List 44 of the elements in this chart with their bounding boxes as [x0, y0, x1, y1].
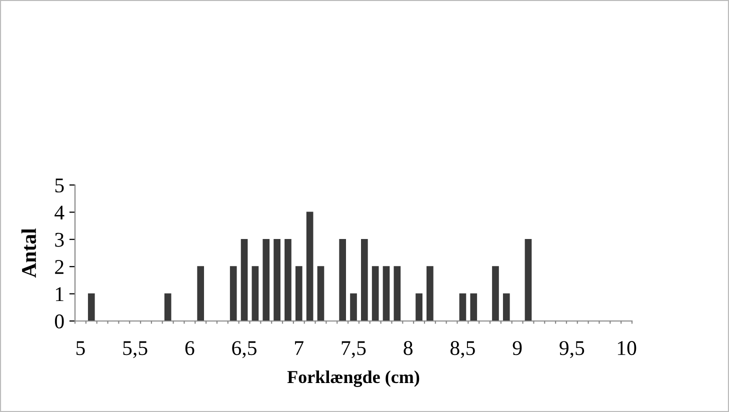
x-tick-label: 7: [295, 341, 304, 355]
bar: [361, 238, 368, 321]
bar: [306, 212, 314, 321]
y-tick-label: 3: [55, 232, 64, 247]
bar: [88, 293, 95, 321]
x-tick-label: 8: [404, 341, 413, 356]
bar: [426, 266, 434, 321]
bar: [164, 293, 172, 321]
bar: [274, 238, 280, 321]
bar: [262, 238, 270, 321]
bar: [230, 266, 237, 321]
x-tick-label: 5: [76, 341, 85, 356]
x-tick-label: 9,5: [560, 341, 584, 358]
x-axis-title: Forklængde (cm): [287, 370, 420, 387]
x-tick-label: 6,5: [232, 341, 256, 358]
bar: [197, 266, 204, 321]
bar: [524, 238, 532, 321]
bar: [394, 266, 401, 321]
x-tick-label: 10: [618, 341, 636, 356]
bar: [492, 266, 499, 321]
bar: [295, 266, 302, 321]
bar: [382, 266, 390, 321]
y-tick-label: 1: [56, 287, 64, 302]
bar: [502, 293, 510, 321]
bar: [372, 266, 379, 321]
x-tick-label: 7,5: [342, 341, 366, 358]
y-tick-label: 0: [54, 314, 64, 328]
y-tick-label: 5: [55, 178, 64, 192]
y-tick-label: 2: [55, 260, 64, 274]
bar: [339, 238, 346, 321]
x-tick-label: 8,5: [450, 341, 475, 358]
x-tick-label: 9: [512, 341, 522, 356]
bar: [459, 293, 466, 321]
bar: [470, 293, 478, 321]
y-tick-label: 4: [54, 206, 64, 220]
bar: [317, 266, 324, 321]
bar: [240, 238, 248, 321]
x-tick-label: 6: [185, 341, 194, 356]
x-tick-label: 5,5: [123, 341, 148, 358]
y-axis-title: Antal: [21, 228, 36, 278]
bar: [284, 238, 292, 321]
bar: [416, 293, 422, 321]
bar: [350, 293, 357, 321]
bar: [252, 266, 259, 321]
